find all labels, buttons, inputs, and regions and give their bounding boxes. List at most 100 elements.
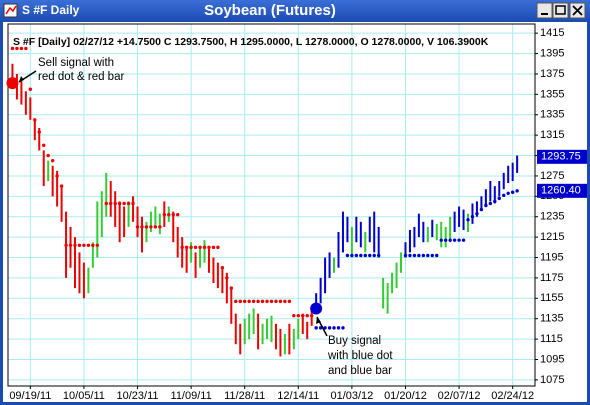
- stop-dot: [122, 201, 126, 206]
- y-tick-label: 1395: [540, 47, 564, 59]
- stop-dot: [144, 225, 149, 229]
- stop-dot: [426, 253, 430, 258]
- stop-dot: [68, 243, 73, 247]
- window-icon: [3, 3, 18, 18]
- price-label: 1260.40: [541, 185, 581, 197]
- stop-dot: [421, 253, 426, 258]
- stop-dot: [153, 225, 158, 229]
- y-tick-label: 1315: [540, 129, 564, 141]
- stop-dot: [439, 238, 443, 242]
- y-tick-label: 1175: [540, 272, 564, 284]
- stop-dot: [251, 299, 256, 304]
- stop-dot: [417, 253, 421, 258]
- window-title: S #F Daily: [22, 3, 80, 17]
- stop-dot: [207, 245, 211, 250]
- x-tick-label: 01/20/12: [384, 390, 427, 402]
- title-bar: [0, 0, 590, 22]
- y-tick-label: 1375: [540, 68, 564, 80]
- stop-dot: [59, 184, 64, 188]
- plot-border: [7, 23, 536, 387]
- close-glyph: [572, 5, 583, 16]
- stop-dot: [305, 313, 309, 318]
- stop-dot: [229, 286, 234, 290]
- x-tick-label: 12/14/11: [277, 390, 319, 402]
- stop-dot: [238, 299, 242, 304]
- y-tick-label: 1415: [540, 27, 564, 39]
- stop-dot: [243, 299, 247, 304]
- stop-dot: [202, 245, 207, 250]
- stop-dot: [73, 243, 77, 247]
- x-tick-label: 11/09/11: [171, 390, 212, 402]
- stop-dot: [363, 253, 367, 258]
- stop-dot: [283, 299, 287, 304]
- stop-dot: [309, 313, 314, 318]
- annotation: and blue bar: [328, 365, 392, 377]
- stop-dot: [113, 201, 117, 206]
- annotation: Buy signal: [328, 335, 381, 347]
- stop-dot: [323, 326, 327, 330]
- stop-dot: [470, 215, 475, 219]
- stop-dot: [443, 238, 448, 242]
- stop-dot: [412, 253, 417, 258]
- stop-dot: [198, 245, 202, 250]
- stop-dot: [354, 253, 359, 258]
- stop-dot: [24, 46, 28, 51]
- stop-dot: [497, 196, 501, 201]
- stop-dot: [403, 253, 408, 258]
- stop-dot: [28, 87, 33, 91]
- stop-dot: [176, 212, 180, 217]
- stop-dot: [256, 299, 260, 304]
- stop-dot: [220, 266, 225, 270]
- x-tick-label: 10/23/11: [117, 390, 159, 402]
- marks: [6, 46, 519, 357]
- stop-dot: [372, 253, 376, 258]
- stop-dot: [488, 201, 493, 206]
- y-tick-label: 1095: [540, 353, 564, 365]
- stop-dot: [269, 299, 274, 304]
- price-label-box: [537, 149, 587, 164]
- y-tick-label: 1275: [540, 170, 564, 182]
- annotation: Sell signal with: [38, 57, 114, 69]
- y-tick-label: 1115: [540, 333, 563, 345]
- y-tick-label: 1195: [540, 251, 564, 263]
- stop-dot: [466, 218, 470, 222]
- stop-dot: [37, 130, 41, 134]
- stop-dot: [265, 299, 269, 304]
- stop-dot: [109, 201, 113, 206]
- stop-dot: [140, 225, 144, 229]
- stop-dot: [104, 201, 108, 206]
- stop-dot: [131, 201, 135, 206]
- stop-dot: [260, 299, 265, 304]
- stop-dot: [287, 299, 292, 304]
- stop-dot: [336, 326, 341, 330]
- stop-dot: [171, 212, 175, 217]
- stop-dot: [510, 190, 515, 194]
- window-icon-glyph: [5, 5, 17, 15]
- stop-dot: [55, 174, 59, 178]
- annotation: with blue dot: [327, 350, 393, 362]
- stop-dot: [10, 46, 15, 51]
- y-tick-label: 1355: [540, 88, 564, 100]
- signal-dot: [310, 302, 323, 315]
- minimize-button[interactable]: [536, 2, 553, 19]
- stop-dot: [193, 245, 198, 250]
- y-tick-label: 1075: [540, 374, 564, 386]
- stop-dot: [448, 238, 452, 242]
- stop-dot: [296, 313, 300, 318]
- stop-dot: [184, 245, 189, 250]
- signal-dot: [6, 77, 19, 90]
- stop-dot: [225, 276, 229, 280]
- stop-dot: [82, 243, 86, 247]
- stop-dot: [149, 225, 153, 229]
- stop-dot: [278, 299, 283, 304]
- stop-dot: [502, 193, 506, 198]
- x-tick-label: 02/07/12: [438, 390, 481, 402]
- stop-dot: [19, 46, 24, 51]
- stop-dot: [211, 245, 216, 250]
- x-tick-label: 10/05/11: [63, 390, 105, 402]
- grid: [8, 24, 535, 386]
- stop-dot: [46, 153, 50, 158]
- buy-arrowhead: [316, 317, 321, 324]
- y-tick-label: 1135: [540, 313, 564, 325]
